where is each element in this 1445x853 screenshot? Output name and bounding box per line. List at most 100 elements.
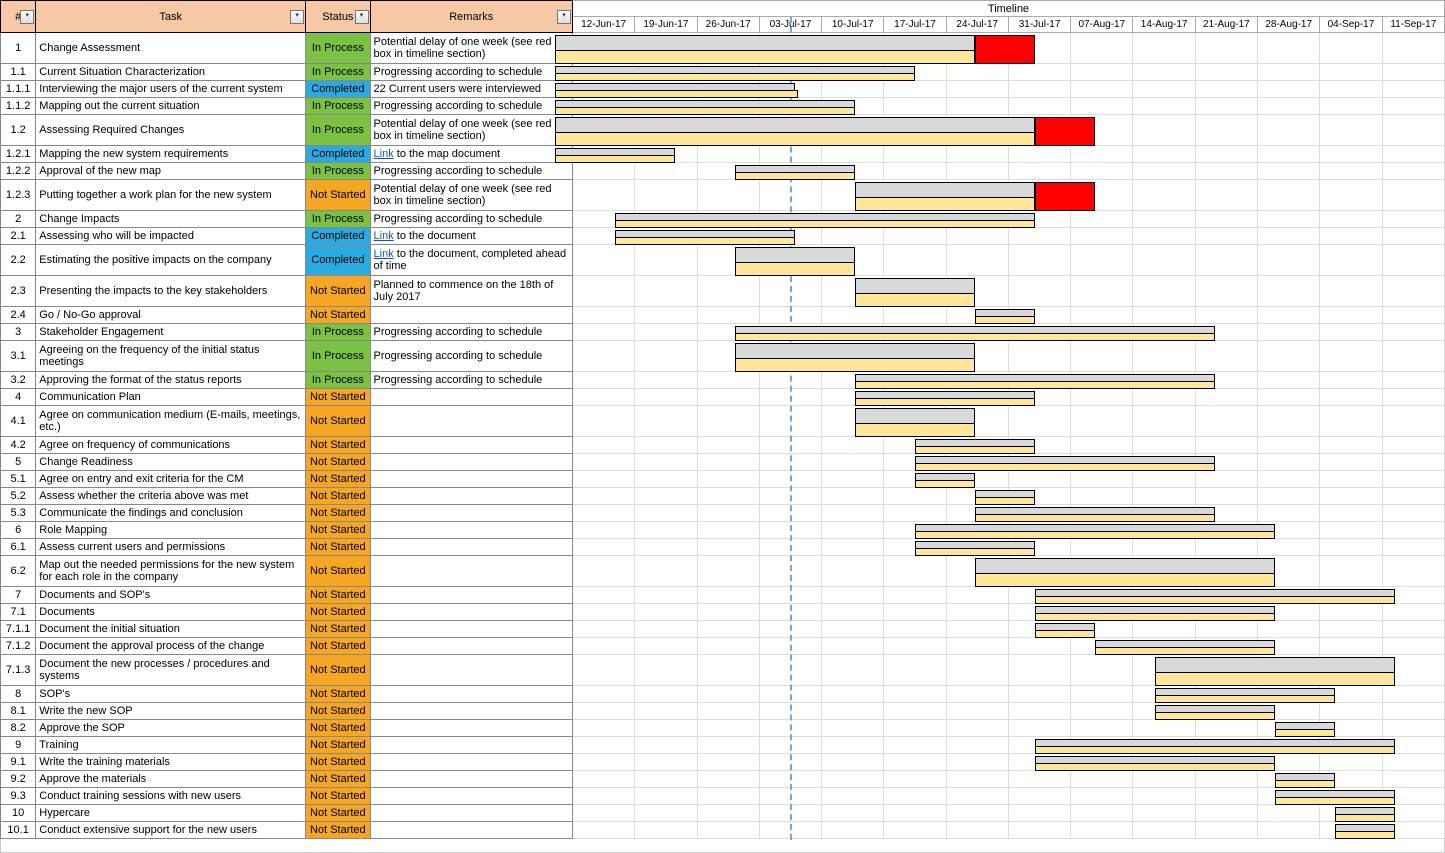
- cell-remarks: Progressing according to schedule: [370, 163, 572, 180]
- cell-task: Conduct training sessions with new users: [36, 788, 306, 805]
- filter-dropdown-icon[interactable]: ▾: [290, 10, 304, 24]
- table-row[interactable]: 1.2.2Approval of the new mapIn ProcessPr…: [1, 163, 1445, 180]
- timeline-cell: [1133, 621, 1195, 638]
- timeline-cell: [946, 163, 1008, 180]
- table-row[interactable]: 1.2.3Putting together a work plan for th…: [1, 180, 1445, 211]
- filter-dropdown-icon[interactable]: ▾: [557, 10, 571, 24]
- cell-num: 5: [1, 454, 36, 471]
- table-row[interactable]: 1Change AssessmentIn ProcessPotential de…: [1, 33, 1445, 64]
- table-row[interactable]: 5.2Assess whether the criteria above was…: [1, 488, 1445, 505]
- timeline-cell: [946, 604, 1008, 621]
- table-row[interactable]: 1.2Assessing Required ChangesIn ProcessP…: [1, 115, 1445, 146]
- header-task[interactable]: Task ▾: [36, 1, 306, 33]
- timeline-cell: [946, 587, 1008, 604]
- table-row[interactable]: 5.1Agree on entry and exit criteria for …: [1, 471, 1445, 488]
- table-row[interactable]: 8.2Approve the SOPNot Started: [1, 720, 1445, 737]
- timeline-cell: [1382, 805, 1444, 822]
- table-row[interactable]: 1.2.1Mapping the new system requirements…: [1, 146, 1445, 163]
- table-row[interactable]: 1.1Current Situation CharacterizationIn …: [1, 64, 1445, 81]
- timeline-cell: [1382, 771, 1444, 788]
- table-row[interactable]: 7Documents and SOP'sNot Started: [1, 587, 1445, 604]
- header-date: 26-Jun-17: [697, 17, 759, 33]
- timeline-cell: [884, 211, 946, 228]
- cell-remarks: [370, 771, 572, 788]
- cell-num: 5.2: [1, 488, 36, 505]
- timeline-cell: [759, 33, 821, 64]
- cell-task: Document the new processes / procedures …: [36, 655, 306, 686]
- timeline-cell: [946, 822, 1008, 839]
- timeline-cell: [635, 324, 697, 341]
- timeline-cell: [1071, 604, 1133, 621]
- table-row[interactable]: 9.3Conduct training sessions with new us…: [1, 788, 1445, 805]
- header-date: 31-Jul-17: [1008, 17, 1070, 33]
- timeline-cell: [572, 788, 634, 805]
- table-row[interactable]: 9.2Approve the materialsNot Started: [1, 771, 1445, 788]
- timeline-cell: [884, 64, 946, 81]
- table-row[interactable]: 2.4Go / No-Go approvalNot Started: [1, 307, 1445, 324]
- timeline-cell: [1320, 621, 1382, 638]
- cell-num: 9.3: [1, 788, 36, 805]
- timeline-cell: [1382, 115, 1444, 146]
- header-status[interactable]: Status ▾: [306, 1, 370, 33]
- table-row[interactable]: 5Change ReadinessNot Started: [1, 454, 1445, 471]
- table-row[interactable]: 7.1.2Document the approval process of th…: [1, 638, 1445, 655]
- header-date: 11-Sep-17: [1382, 17, 1444, 33]
- table-row[interactable]: 8.1Write the new SOPNot Started: [1, 703, 1445, 720]
- timeline-cell: [884, 437, 946, 454]
- timeline-cell: [884, 406, 946, 437]
- table-row[interactable]: 7.1.3Document the new processes / proced…: [1, 655, 1445, 686]
- timeline-cell: [1133, 556, 1195, 587]
- table-row[interactable]: 4.2Agree on frequency of communicationsN…: [1, 437, 1445, 454]
- timeline-cell: [697, 146, 759, 163]
- table-row[interactable]: 7.1DocumentsNot Started: [1, 604, 1445, 621]
- table-row[interactable]: 9TrainingNot Started: [1, 737, 1445, 754]
- table-row[interactable]: 2.1Assessing who will be impactedComplet…: [1, 228, 1445, 245]
- table-row[interactable]: 4.1Agree on communication medium (E-mail…: [1, 406, 1445, 437]
- table-row[interactable]: 2.3Presenting the impacts to the key sta…: [1, 276, 1445, 307]
- table-row[interactable]: 6.1Assess current users and permissionsN…: [1, 539, 1445, 556]
- timeline-cell: [1320, 341, 1382, 372]
- header-num[interactable]: # ▾: [1, 1, 36, 33]
- table-row[interactable]: 1.1.2Mapping out the current situationIn…: [1, 98, 1445, 115]
- table-row[interactable]: 3.2Approving the format of the status re…: [1, 372, 1445, 389]
- filter-dropdown-icon[interactable]: ▾: [355, 10, 369, 24]
- table-row[interactable]: 3Stakeholder EngagementIn ProcessProgres…: [1, 324, 1445, 341]
- timeline-cell: [1195, 324, 1257, 341]
- timeline-cell: [697, 228, 759, 245]
- timeline-cell: [697, 245, 759, 276]
- table-row[interactable]: 10HypercareNot Started: [1, 805, 1445, 822]
- timeline-cell: [635, 754, 697, 771]
- cell-status: Not Started: [306, 587, 370, 604]
- table-row[interactable]: 9.1Write the training materialsNot Start…: [1, 754, 1445, 771]
- timeline-cell: [1320, 406, 1382, 437]
- header-date: 24-Jul-17: [946, 17, 1008, 33]
- header-remarks[interactable]: Remarks ▾: [370, 1, 572, 33]
- cell-num: 2: [1, 211, 36, 228]
- timeline-cell: [1320, 822, 1382, 839]
- table-row[interactable]: 4Communication PlanNot Started: [1, 389, 1445, 406]
- timeline-cell: [1382, 471, 1444, 488]
- table-row[interactable]: 2.2Estimating the positive impacts on th…: [1, 245, 1445, 276]
- timeline-cell: [1320, 180, 1382, 211]
- timeline-cell: [822, 638, 884, 655]
- timeline-cell: [1071, 33, 1133, 64]
- table-row[interactable]: 1.1.1Interviewing the major users of the…: [1, 81, 1445, 98]
- table-row[interactable]: 8SOP'sNot Started: [1, 686, 1445, 703]
- table-row[interactable]: 7.1.1Document the initial situationNot S…: [1, 621, 1445, 638]
- table-row[interactable]: 10.1Conduct extensive support for the ne…: [1, 822, 1445, 839]
- timeline-cell: [884, 655, 946, 686]
- timeline-cell: [1382, 686, 1444, 703]
- table-row[interactable]: 6.2Map out the needed permissions for th…: [1, 556, 1445, 587]
- timeline-cell: [1133, 655, 1195, 686]
- timeline-cell: [759, 324, 821, 341]
- cell-status: Not Started: [306, 556, 370, 587]
- timeline-cell: [1008, 703, 1070, 720]
- timeline-cell: [1008, 98, 1070, 115]
- table-row[interactable]: 2Change ImpactsIn ProcessProgressing acc…: [1, 211, 1445, 228]
- timeline-cell: [635, 621, 697, 638]
- filter-dropdown-icon[interactable]: ▾: [20, 10, 34, 24]
- table-row[interactable]: 3.1Agreeing on the frequency of the init…: [1, 341, 1445, 372]
- cell-task: Communicate the findings and conclusion: [36, 505, 306, 522]
- table-row[interactable]: 5.3Communicate the findings and conclusi…: [1, 505, 1445, 522]
- table-row[interactable]: 6Role MappingNot Started: [1, 522, 1445, 539]
